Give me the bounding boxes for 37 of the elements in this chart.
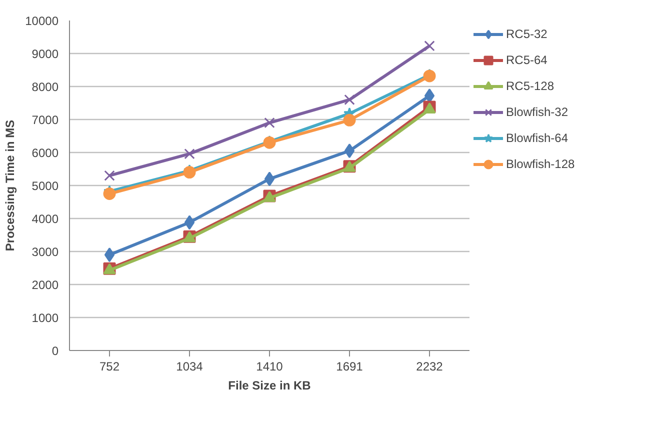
x-tick-label: 1410 xyxy=(256,360,284,374)
legend-label: Blowfish-128 xyxy=(506,157,575,171)
point xyxy=(103,188,116,200)
point xyxy=(264,172,275,186)
y-tick-label: 5000 xyxy=(32,179,59,193)
point xyxy=(344,94,355,106)
x-axis-title: File Size in KB xyxy=(228,378,312,392)
point xyxy=(343,114,356,126)
legend-label: RC5-32 xyxy=(506,27,548,41)
point xyxy=(183,166,196,179)
point xyxy=(344,144,355,158)
legend-label: Blowfish-32 xyxy=(506,105,568,119)
legend-label: Blowfish-64 xyxy=(506,131,568,145)
point xyxy=(104,170,115,181)
point xyxy=(104,248,115,262)
legend-label: RC5-128 xyxy=(506,79,554,93)
point xyxy=(184,215,195,230)
y-tick-label: 9000 xyxy=(32,47,59,61)
y-axis-title: Processing Time in MS xyxy=(3,120,18,252)
x-tick-label: 1691 xyxy=(336,360,364,374)
x-tick-label: 752 xyxy=(99,360,120,374)
y-tick-label: 0 xyxy=(52,344,59,358)
y-tick-label: 10000 xyxy=(25,14,59,28)
legend-label: RC5-64 xyxy=(506,53,548,67)
x-tick-label: 2232 xyxy=(416,360,444,374)
point xyxy=(184,148,195,160)
x-tick-label: 1034 xyxy=(176,360,204,374)
y-tick-label: 2000 xyxy=(32,278,59,292)
point xyxy=(264,117,275,128)
y-tick-label: 4000 xyxy=(32,212,59,226)
y-tick-label: 8000 xyxy=(32,80,59,94)
y-tick-label: 3000 xyxy=(32,245,59,259)
y-tick-label: 7000 xyxy=(32,113,59,127)
y-tick-label: 1000 xyxy=(32,311,59,325)
point xyxy=(424,88,435,103)
y-tick-label: 6000 xyxy=(32,146,59,160)
point xyxy=(424,40,435,52)
